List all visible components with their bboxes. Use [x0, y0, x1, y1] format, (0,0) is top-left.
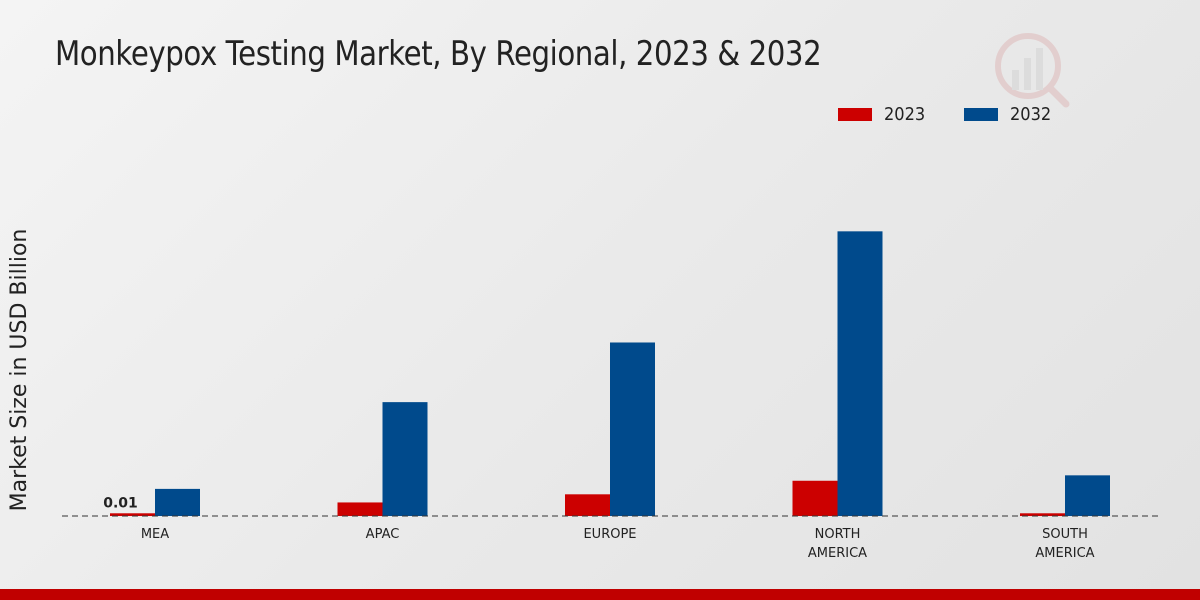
legend-item-2032: 2032 [963, 104, 1056, 125]
bar-2032-apac [382, 402, 428, 516]
bar-2023-south-america [1020, 513, 1065, 516]
legend-swatch-2032 [963, 108, 998, 121]
x-tick-label-mea: MEA [141, 527, 169, 542]
x-tick-label-north-america-line2: AMERICA [808, 546, 867, 561]
bar-2032-mea [155, 488, 200, 516]
x-tick-label-south-america-line1: SOUTH [1042, 527, 1088, 542]
data-label-2023-mea: 0.01 [103, 495, 138, 511]
legend-label-2023: 2023 [884, 104, 926, 125]
bar-2032-south-america [1065, 475, 1110, 516]
x-tick-label-south-america-line2: AMERICA [1035, 546, 1094, 561]
legend-item-2023: 2023 [838, 104, 930, 125]
x-tick-label-apac: APAC [366, 527, 400, 542]
watermark-logo-icon [995, 33, 1070, 108]
bar-2023-europe [565, 494, 610, 516]
chart-legend: 2023 2032 [838, 104, 1090, 125]
chart-title: Monkeypox Testing Market, By Regional, 2… [55, 34, 822, 74]
x-tick-label-north-america-line1: NORTH [815, 527, 861, 542]
bar-2023-north-america [792, 480, 838, 516]
legend-swatch-2023 [838, 108, 872, 121]
x-tick-label-europe: EUROPE [583, 527, 636, 542]
footer-bar [0, 589, 1200, 600]
bar-2032-north-america [837, 231, 883, 517]
bar-2032-europe [610, 342, 655, 516]
bar-2023-mea [110, 513, 155, 516]
bar-2023-apac [337, 502, 383, 516]
legend-label-2032: 2032 [1009, 104, 1052, 125]
